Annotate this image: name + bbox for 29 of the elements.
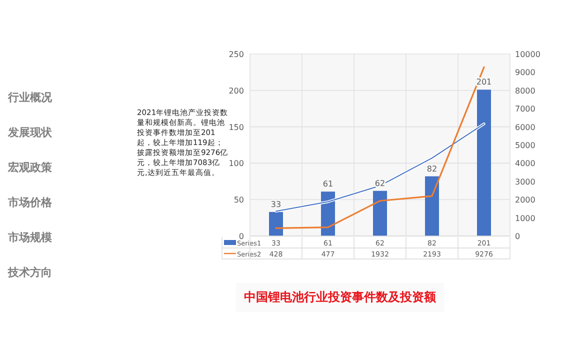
y-tick-label: 150 — [228, 122, 244, 132]
y2-tick-label: 1000 — [515, 214, 536, 223]
bar — [373, 190, 387, 236]
text: 发展现状 — [8, 125, 52, 140]
y2-tick-label: 10000 — [515, 50, 540, 59]
y-tick-label: 200 — [228, 86, 244, 96]
text: 市场价格 — [8, 195, 52, 210]
bar — [425, 176, 439, 236]
y-tick-label: 0 — [238, 232, 244, 241]
y-tick-label: 100 — [228, 159, 244, 168]
y-tick-label: 250 — [228, 50, 244, 59]
y-tick-label: 50 — [234, 196, 244, 205]
y2-tick-label: 5000 — [515, 141, 536, 150]
y2-tick-label: 4000 — [515, 159, 536, 168]
text: 61 — [322, 180, 334, 189]
y2-tick-label: 6000 — [515, 122, 536, 132]
y2-tick-label: 7000 — [515, 104, 536, 114]
y2-tick-label: 9000 — [515, 68, 536, 78]
y2-tick-label: 3000 — [515, 177, 536, 186]
y2-tick-label: 0 — [515, 232, 520, 241]
text: 33 — [270, 200, 282, 209]
y2-tick-label: 2000 — [515, 196, 536, 205]
y2-tick-label: 8000 — [515, 86, 536, 96]
text: 宏观政策 — [8, 160, 52, 175]
text: 技术方向 — [8, 265, 52, 280]
text: 行业概况 — [8, 90, 52, 105]
text: 中国锂电池行业投资事件数及投资额 — [236, 283, 444, 312]
text: 市场规模 — [8, 230, 52, 245]
text: 82 — [426, 164, 438, 174]
